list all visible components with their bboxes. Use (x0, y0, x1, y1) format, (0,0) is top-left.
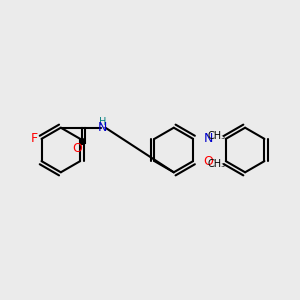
Text: O: O (72, 142, 82, 155)
Text: CH₃: CH₃ (208, 159, 226, 169)
Text: F: F (31, 132, 38, 146)
Text: N: N (203, 132, 213, 146)
Text: O: O (203, 154, 213, 168)
Text: H: H (99, 117, 106, 128)
Text: CH₃: CH₃ (208, 131, 226, 141)
Text: N: N (98, 121, 107, 134)
